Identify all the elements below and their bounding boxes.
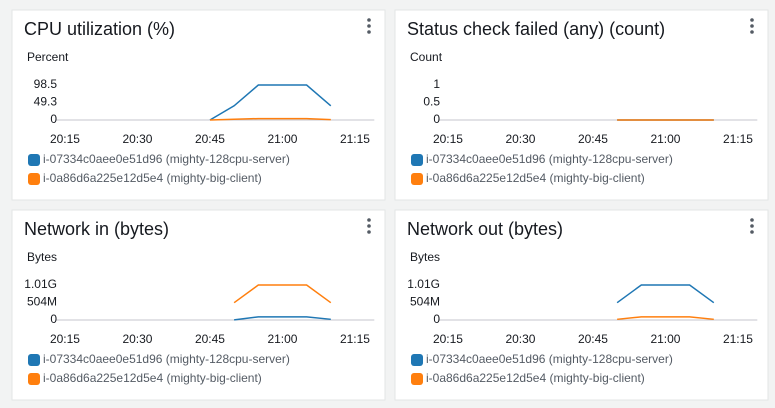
x-tick-label: 20:15 [50,332,80,346]
widget-title: Network in (bytes) [24,219,169,239]
legend-label[interactable]: i-07334c0aee0e51d96 (mighty-128cpu-serve… [43,152,290,166]
y-tick-label: 0 [50,112,57,126]
x-tick-label: 21:00 [267,132,297,146]
x-tick-label: 20:45 [578,332,608,346]
menu-dot [367,230,371,234]
x-tick-label: 20:15 [433,332,463,346]
y-tick-label: 49.3 [34,95,58,109]
y-tick-label: 0.5 [423,95,440,109]
y-axis-label: Bytes [27,250,57,264]
legend-label[interactable]: i-0a86d6a225e12d5e4 (mighty-big-client) [426,371,645,385]
series-line [617,316,714,321]
legend-swatch[interactable] [28,373,40,385]
menu-dot [750,218,754,222]
x-tick-label: 20:30 [505,332,535,346]
legend-swatch[interactable] [28,173,40,185]
widget-panel [11,209,386,401]
y-axis-label: Bytes [410,250,440,264]
menu-dot [367,24,371,28]
x-tick-label: 21:00 [267,332,297,346]
menu-dot [367,224,371,228]
x-tick-label: 21:15 [340,332,370,346]
legend-swatch[interactable] [411,154,423,166]
legend-label[interactable]: i-07334c0aee0e51d96 (mighty-128cpu-serve… [426,152,673,166]
menu-dot [367,30,371,34]
legend-label[interactable]: i-07334c0aee0e51d96 (mighty-128cpu-serve… [426,352,673,366]
legend-label[interactable]: i-0a86d6a225e12d5e4 (mighty-big-client) [43,371,262,385]
widget: Status check failed (any) (count) Count 0 0… [394,9,769,201]
series-line [234,316,331,321]
x-tick-label: 20:30 [122,332,152,346]
legend-swatch[interactable] [28,154,40,166]
x-tick-label: 20:15 [50,132,80,146]
widget-title: Network out (bytes) [407,219,563,239]
widget-title: Status check failed (any) (count) [407,19,665,39]
series-line [616,284,715,304]
x-tick-label: 20:45 [578,132,608,146]
x-tick-label: 21:15 [723,332,753,346]
widget-panel [394,209,769,401]
legend-swatch[interactable] [411,373,423,385]
series-line [209,84,332,121]
legend-label[interactable]: i-0a86d6a225e12d5e4 (mighty-big-client) [426,171,645,185]
widget: Network in (bytes) Bytes 0 504M 1.01G 20:15 20… [11,209,386,401]
y-tick-label: 1.01G [24,277,57,291]
y-tick-label: 1 [433,77,440,91]
x-tick-label: 20:30 [505,132,535,146]
series-line [233,284,332,304]
legend-swatch[interactable] [411,354,423,366]
y-tick-label: 0 [433,312,440,326]
legend-swatch[interactable] [28,354,40,366]
menu-dot [750,18,754,22]
y-tick-label: 0 [50,312,57,326]
menu-dot [750,24,754,28]
widget-title: CPU utilization (%) [24,19,175,39]
y-axis-label: Percent [27,50,69,64]
x-tick-label: 21:00 [650,332,680,346]
menu-dot [367,18,371,22]
y-tick-label: 504M [27,295,57,309]
menu-dot [750,30,754,34]
y-tick-label: 504M [410,295,440,309]
y-tick-label: 0 [433,112,440,126]
x-tick-label: 21:15 [723,132,753,146]
series-line [209,117,331,121]
y-axis-label: Count [410,50,443,64]
menu-dot [367,218,371,222]
x-tick-label: 21:15 [340,132,370,146]
legend-label[interactable]: i-0a86d6a225e12d5e4 (mighty-big-client) [43,171,262,185]
x-tick-label: 20:45 [195,332,225,346]
menu-dot [750,230,754,234]
menu-dot [750,224,754,228]
widget-panel [11,9,386,201]
y-tick-label: 98.5 [34,77,58,91]
x-tick-label: 20:30 [122,132,152,146]
x-tick-label: 20:45 [195,132,225,146]
widget-panel [394,9,769,201]
y-tick-label: 1.01G [407,277,440,291]
widget: Network out (bytes) Bytes 0 504M 1.01G 20:15 2… [394,209,769,401]
x-tick-label: 20:15 [433,132,463,146]
widget: CPU utilization (%) Percent 0 49.3 98.5 20:15… [11,9,386,201]
legend-label[interactable]: i-07334c0aee0e51d96 (mighty-128cpu-serve… [43,352,290,366]
x-tick-label: 21:00 [650,132,680,146]
legend-swatch[interactable] [411,173,423,185]
